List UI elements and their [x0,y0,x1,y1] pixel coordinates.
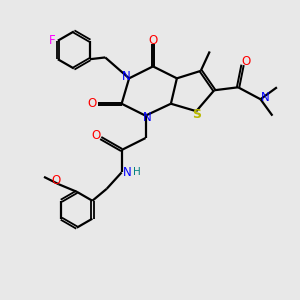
Text: O: O [92,129,101,142]
Text: O: O [51,174,61,187]
Text: S: S [192,108,201,121]
Text: N: N [261,91,269,104]
Text: O: O [241,56,250,68]
Text: N: N [122,70,130,83]
Text: F: F [49,34,55,47]
Text: O: O [88,97,97,110]
Text: O: O [148,34,158,46]
Text: N: N [123,166,131,179]
Text: N: N [142,111,152,124]
Text: H: H [133,167,141,177]
